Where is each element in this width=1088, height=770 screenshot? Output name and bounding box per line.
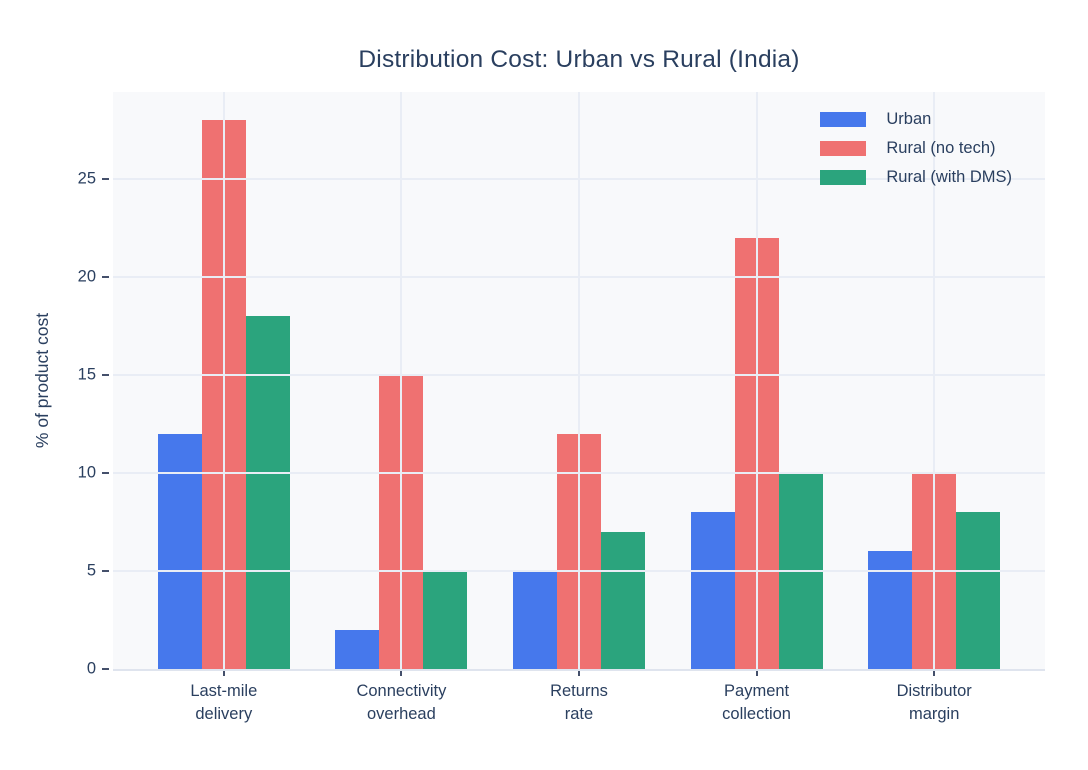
x-category-label-line: Returns	[550, 682, 608, 700]
bar	[556, 433, 601, 669]
x-category-label: Payment collection	[668, 680, 846, 726]
bar-group	[490, 92, 668, 669]
bar	[423, 571, 468, 669]
x-category-label: Last-mile delivery	[135, 680, 313, 726]
bar	[201, 120, 246, 669]
bar	[690, 512, 735, 669]
x-category-label-line: Distributor	[896, 682, 972, 700]
x-tick-mark	[222, 671, 225, 676]
x-category-label-line: Last-mile	[190, 682, 258, 700]
y-tick-mark	[102, 472, 109, 475]
x-category-label-line: overhead	[366, 705, 436, 723]
bar	[157, 433, 202, 669]
x-category-label-line: collection	[722, 705, 791, 723]
x-category-label-line: margin	[908, 705, 960, 723]
x-category-label-line: rate	[564, 705, 594, 723]
y-tick-label: 5	[86, 561, 96, 580]
legend-swatch	[820, 112, 867, 127]
x-tick-mark	[933, 671, 936, 676]
y-tick-label: 0	[86, 659, 96, 678]
y-tick-label: 20	[77, 267, 96, 286]
bar-group	[313, 92, 491, 669]
y-axis-title: % of product cost	[30, 92, 56, 669]
x-category-label: Returns rate	[490, 680, 668, 726]
bar	[778, 473, 823, 669]
x-category-label-line: delivery	[195, 705, 253, 723]
y-tick-mark	[102, 374, 109, 377]
bar	[956, 512, 1001, 669]
x-category-label: Distributor margin	[845, 680, 1023, 726]
plot-area: 0 5 10 15 20 25 Urban Rural (no tech) Rural (wi…	[78, 92, 1045, 678]
legend-label: Rural (with DMS)	[886, 168, 1012, 186]
bar	[600, 531, 645, 669]
bar	[734, 237, 779, 669]
bar	[912, 473, 957, 669]
chart-title: Distribution Cost: Urban vs Rural (India…	[358, 46, 800, 73]
x-tick-mark	[400, 671, 403, 676]
legend-swatch	[820, 141, 867, 156]
bar	[245, 316, 290, 669]
y-tick-mark	[102, 178, 109, 181]
bar	[335, 629, 380, 669]
y-tick-label: 10	[77, 463, 96, 482]
legend-label: Rural (no tech)	[886, 139, 996, 157]
x-axis-labels: Last-mile delivery Connectivity overhead Ret…	[113, 680, 1045, 726]
y-tick-mark	[102, 570, 109, 573]
bar-group	[668, 92, 846, 669]
x-category-label: Connectivity overhead	[313, 680, 491, 726]
legend-item[interactable]: Rural (with DMS)	[820, 168, 1012, 187]
bar	[868, 551, 913, 669]
legend-swatch	[820, 170, 867, 185]
legend-item[interactable]: Rural (no tech)	[820, 139, 1012, 158]
y-tick-mark	[102, 668, 109, 670]
bar-group	[135, 92, 313, 669]
bar	[379, 375, 424, 669]
bar	[512, 571, 557, 669]
x-category-label-line: Connectivity	[356, 682, 447, 700]
x-category-label-line: Payment	[724, 682, 790, 700]
x-tick-mark	[755, 671, 758, 676]
x-tick-mark	[578, 671, 580, 676]
y-tick-mark	[102, 276, 109, 279]
y-axis-title-text: % of product cost	[32, 312, 53, 449]
y-tick-label: 25	[77, 169, 96, 188]
legend-item[interactable]: Urban	[820, 110, 1012, 129]
y-tick-label: 15	[77, 365, 96, 384]
legend: Urban Rural (no tech) Rural (with DMS)	[820, 110, 1012, 187]
legend-label: Urban	[886, 110, 932, 128]
